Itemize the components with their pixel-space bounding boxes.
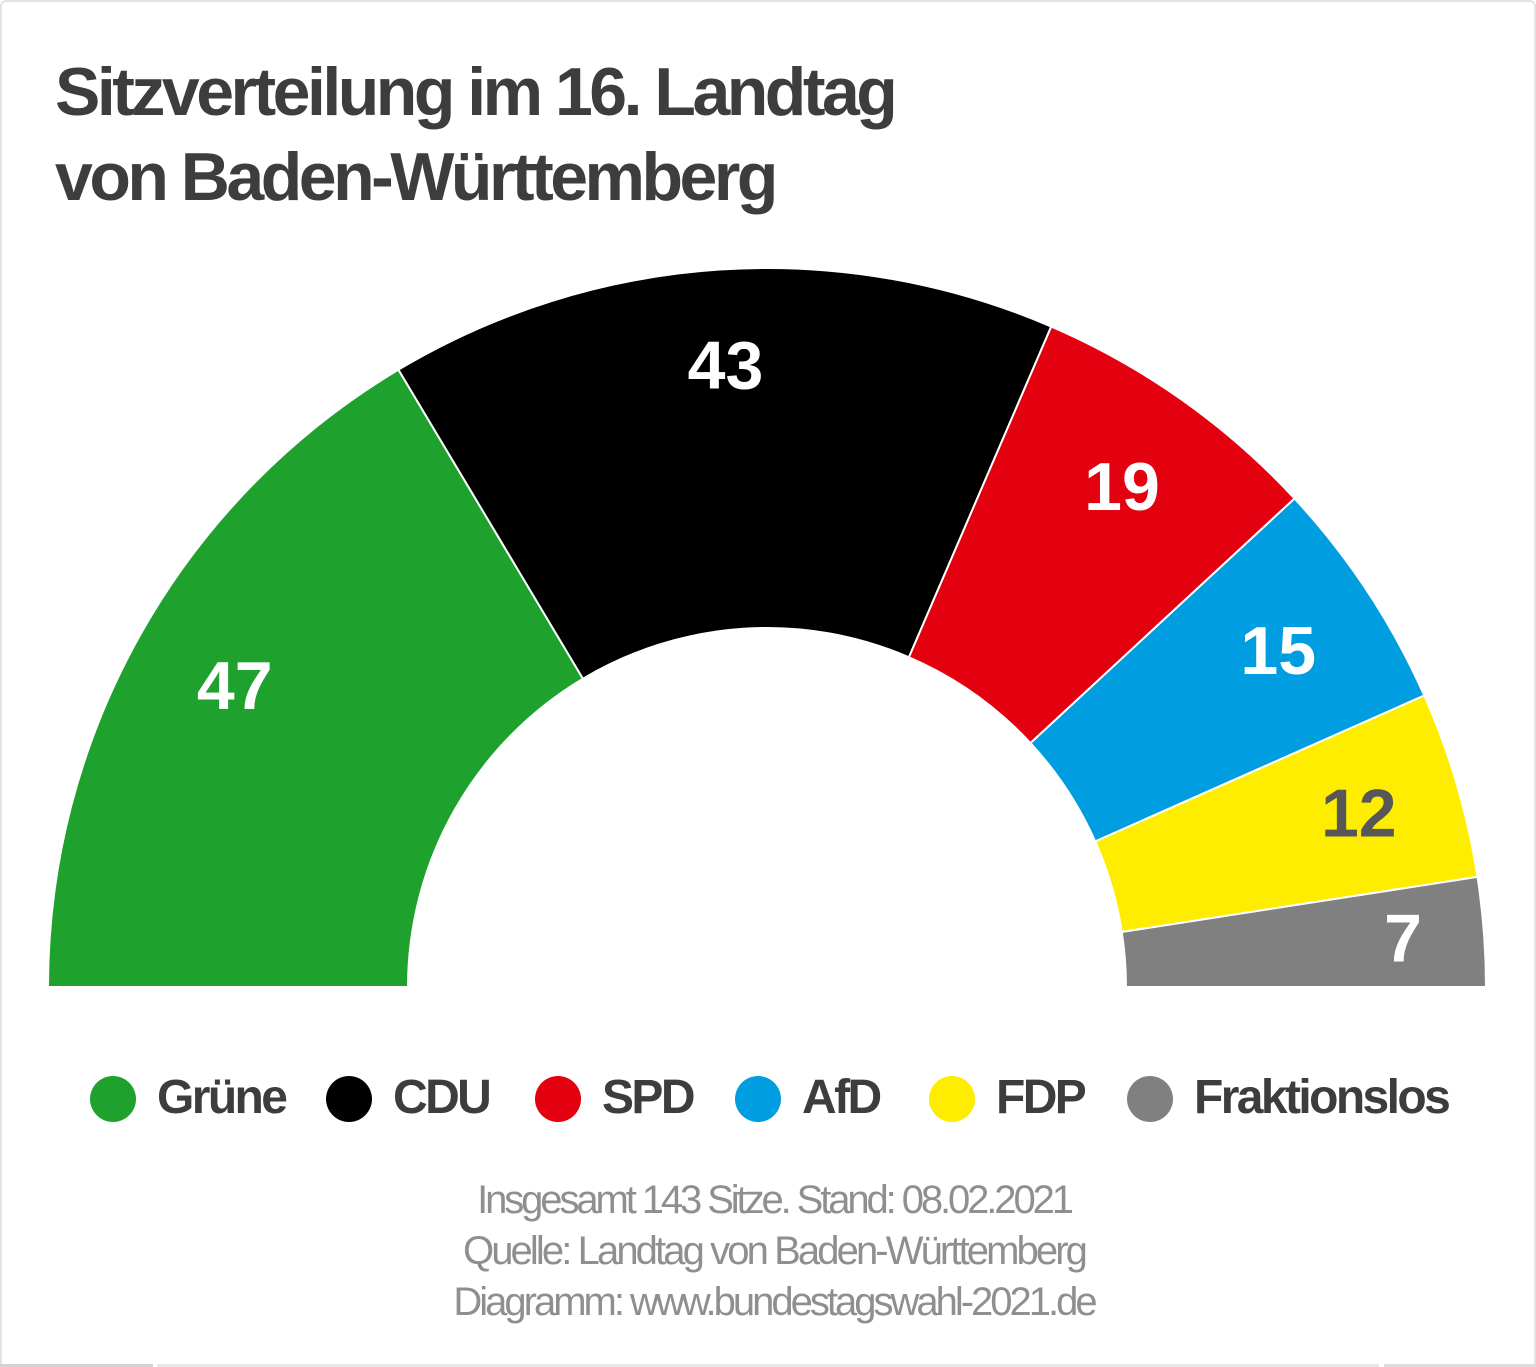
svg-text:7: 7 bbox=[1384, 901, 1422, 977]
svg-text:47: 47 bbox=[197, 648, 273, 724]
svg-text:43: 43 bbox=[688, 328, 764, 404]
svg-text:15: 15 bbox=[1240, 613, 1316, 689]
svg-text:12: 12 bbox=[1321, 776, 1397, 852]
svg-text:19: 19 bbox=[1084, 449, 1160, 525]
